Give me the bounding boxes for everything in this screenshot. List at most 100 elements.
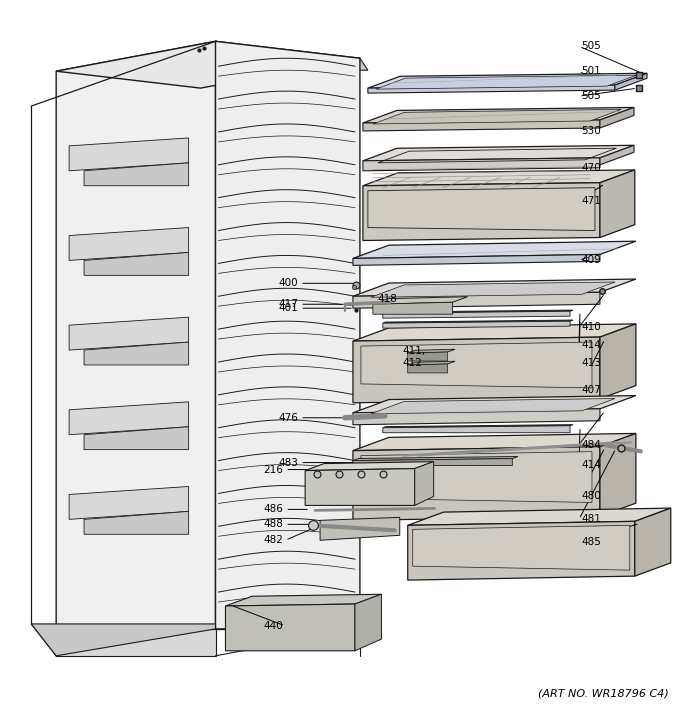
Polygon shape [353,337,600,403]
Polygon shape [361,452,592,502]
Text: 412: 412 [403,358,422,368]
Polygon shape [353,396,636,413]
Text: 481: 481 [581,514,601,524]
Polygon shape [353,459,512,465]
Polygon shape [56,629,216,656]
Polygon shape [363,170,634,186]
Polygon shape [226,594,381,606]
Polygon shape [216,41,360,629]
Polygon shape [368,73,647,88]
Polygon shape [408,352,447,361]
Polygon shape [383,425,573,428]
Polygon shape [363,158,600,171]
Text: 418: 418 [378,294,398,304]
Polygon shape [69,138,188,171]
Polygon shape [69,317,188,350]
Text: 484: 484 [581,439,601,450]
Polygon shape [69,402,188,435]
Polygon shape [383,311,570,318]
Polygon shape [376,75,636,89]
Polygon shape [363,107,634,123]
Polygon shape [371,282,615,297]
Text: 411,: 411, [403,346,426,356]
Polygon shape [383,310,573,313]
Text: 501: 501 [581,66,600,76]
Polygon shape [363,145,634,161]
Text: 505: 505 [581,41,600,51]
Text: 413: 413 [581,358,601,368]
Polygon shape [353,279,636,297]
Polygon shape [305,462,434,471]
Text: 407: 407 [581,385,600,395]
Polygon shape [408,521,635,580]
Polygon shape [353,324,636,341]
Text: 505: 505 [581,91,600,101]
Text: 482: 482 [263,535,284,545]
Polygon shape [383,320,573,323]
Polygon shape [320,518,400,540]
Polygon shape [353,241,636,258]
Polygon shape [600,324,636,399]
Polygon shape [226,604,355,651]
Polygon shape [355,594,381,651]
Polygon shape [353,447,600,521]
Text: 400: 400 [279,278,298,289]
Polygon shape [383,426,570,433]
Polygon shape [56,41,360,88]
Polygon shape [408,508,670,526]
Text: 414: 414 [581,460,601,470]
Polygon shape [353,457,518,460]
Polygon shape [84,427,188,450]
Text: 409: 409 [581,255,600,265]
Polygon shape [31,624,216,656]
Polygon shape [363,120,600,131]
Polygon shape [600,107,634,128]
Text: 486: 486 [263,505,284,515]
Polygon shape [408,349,455,353]
Text: 410: 410 [581,322,600,332]
Text: 480: 480 [581,492,600,502]
Text: 485: 485 [581,537,601,547]
Polygon shape [330,58,368,70]
Polygon shape [69,228,188,260]
Polygon shape [84,511,188,534]
Polygon shape [413,526,630,570]
Polygon shape [635,508,670,576]
Text: 417: 417 [278,299,298,310]
Text: 476: 476 [278,413,298,423]
Polygon shape [305,468,415,505]
Polygon shape [361,342,592,388]
Polygon shape [84,252,188,276]
Polygon shape [615,73,647,90]
Polygon shape [353,434,636,451]
Polygon shape [408,361,455,365]
Text: 414: 414 [581,340,601,350]
Text: 470: 470 [581,163,600,173]
Polygon shape [353,409,600,425]
Polygon shape [84,342,188,365]
Polygon shape [353,254,600,265]
Text: 216: 216 [263,465,284,475]
Polygon shape [408,364,447,373]
Polygon shape [371,399,615,414]
Text: 471: 471 [581,196,601,206]
Polygon shape [84,163,188,186]
Text: (ART NO. WR18796 C4): (ART NO. WR18796 C4) [538,689,668,699]
Polygon shape [353,292,600,308]
Text: 401: 401 [278,303,298,313]
Text: 483: 483 [278,457,298,468]
Polygon shape [363,183,600,241]
Polygon shape [600,434,636,516]
Polygon shape [373,297,468,304]
Text: 530: 530 [581,126,600,136]
Polygon shape [600,170,634,238]
Text: 440: 440 [263,621,284,631]
Polygon shape [383,321,570,328]
Polygon shape [56,41,216,656]
Polygon shape [69,486,188,519]
Polygon shape [368,188,595,231]
Polygon shape [600,145,634,165]
Text: 488: 488 [263,519,284,529]
Polygon shape [415,462,434,505]
Polygon shape [368,85,615,93]
